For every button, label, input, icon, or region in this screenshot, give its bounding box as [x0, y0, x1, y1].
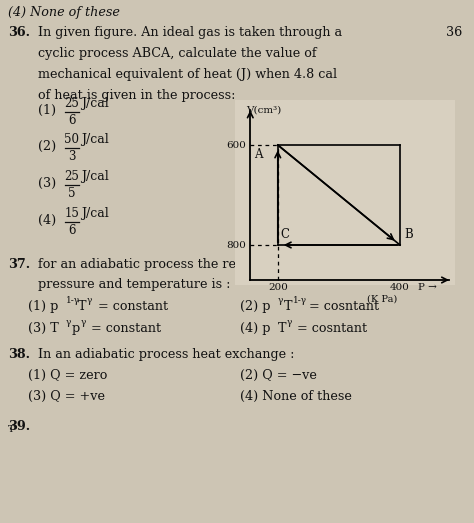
Text: B: B [404, 229, 413, 242]
Text: 39.: 39. [8, 420, 30, 433]
Text: cyclic process ABCA, calculate the value of: cyclic process ABCA, calculate the value… [38, 47, 317, 60]
Text: 600: 600 [226, 141, 246, 150]
Text: 5: 5 [68, 187, 76, 200]
Text: mechanical equivalent of heat (J) when 4.8 cal: mechanical equivalent of heat (J) when 4… [38, 68, 337, 81]
Text: (1) Q = zero: (1) Q = zero [28, 369, 108, 382]
Text: (1): (1) [38, 104, 56, 117]
Text: 50: 50 [64, 133, 80, 146]
Text: (2) p: (2) p [240, 300, 271, 313]
Text: J/cal: J/cal [81, 97, 109, 110]
Text: pressure and temperature is :: pressure and temperature is : [38, 278, 230, 291]
Text: (4) None of these: (4) None of these [240, 390, 352, 403]
Text: 3: 3 [68, 150, 76, 163]
Text: C: C [281, 229, 290, 242]
Text: J/cal: J/cal [81, 170, 109, 183]
Text: 200: 200 [268, 282, 288, 291]
Text: 15: 15 [64, 207, 80, 220]
Text: γ: γ [87, 296, 92, 305]
Text: γ: γ [287, 318, 292, 327]
Text: In given figure. An ideal gas is taken through a: In given figure. An ideal gas is taken t… [38, 26, 342, 39]
Text: = constant: = constant [87, 322, 161, 335]
Text: V(cm³): V(cm³) [246, 106, 281, 115]
Text: In an adiabatic process heat exchange :: In an adiabatic process heat exchange : [38, 348, 294, 361]
Text: J/cal: J/cal [81, 133, 109, 146]
Text: (2) Q = −ve: (2) Q = −ve [240, 369, 317, 382]
Text: (1) p: (1) p [28, 300, 58, 313]
Text: = cosntant: = cosntant [305, 300, 379, 313]
Text: 25: 25 [64, 170, 80, 183]
Text: = cosntant: = cosntant [293, 322, 367, 335]
Text: 1-γ: 1-γ [66, 296, 80, 305]
Text: 37.: 37. [8, 258, 30, 271]
Text: 38.: 38. [8, 348, 30, 361]
Text: T: T [278, 322, 286, 335]
Text: γ: γ [81, 318, 86, 327]
Text: = constant: = constant [94, 300, 168, 313]
Text: γ: γ [278, 296, 283, 305]
Text: (3) Q = +ve: (3) Q = +ve [28, 390, 105, 403]
Text: T: T [78, 300, 86, 313]
Text: Tᴵ: Tᴵ [8, 425, 17, 434]
Text: (4) None of these: (4) None of these [8, 6, 120, 19]
Text: J/cal: J/cal [81, 207, 109, 220]
Text: A: A [255, 149, 263, 162]
Text: P →: P → [418, 282, 437, 291]
Text: (3) T: (3) T [28, 322, 59, 335]
Text: 6: 6 [68, 224, 76, 237]
Text: 36.: 36. [8, 26, 30, 39]
Text: (K Pa): (K Pa) [366, 295, 397, 304]
Text: for an adiabatic process the relation between: for an adiabatic process the relation be… [38, 258, 332, 271]
Text: γ: γ [66, 318, 72, 327]
Text: 400: 400 [390, 282, 410, 291]
Text: (3): (3) [38, 177, 56, 190]
Text: 1-γ: 1-γ [293, 296, 307, 305]
Text: T: T [284, 300, 292, 313]
Text: 800: 800 [226, 241, 246, 249]
Text: 25: 25 [64, 97, 80, 110]
Text: (2): (2) [38, 140, 56, 153]
Text: (4) p: (4) p [240, 322, 271, 335]
Text: 6: 6 [68, 114, 76, 127]
Text: (4): (4) [38, 214, 56, 227]
Text: 36: 36 [446, 26, 462, 39]
Text: of heat is given in the process:: of heat is given in the process: [38, 89, 236, 102]
Text: p: p [72, 322, 80, 335]
